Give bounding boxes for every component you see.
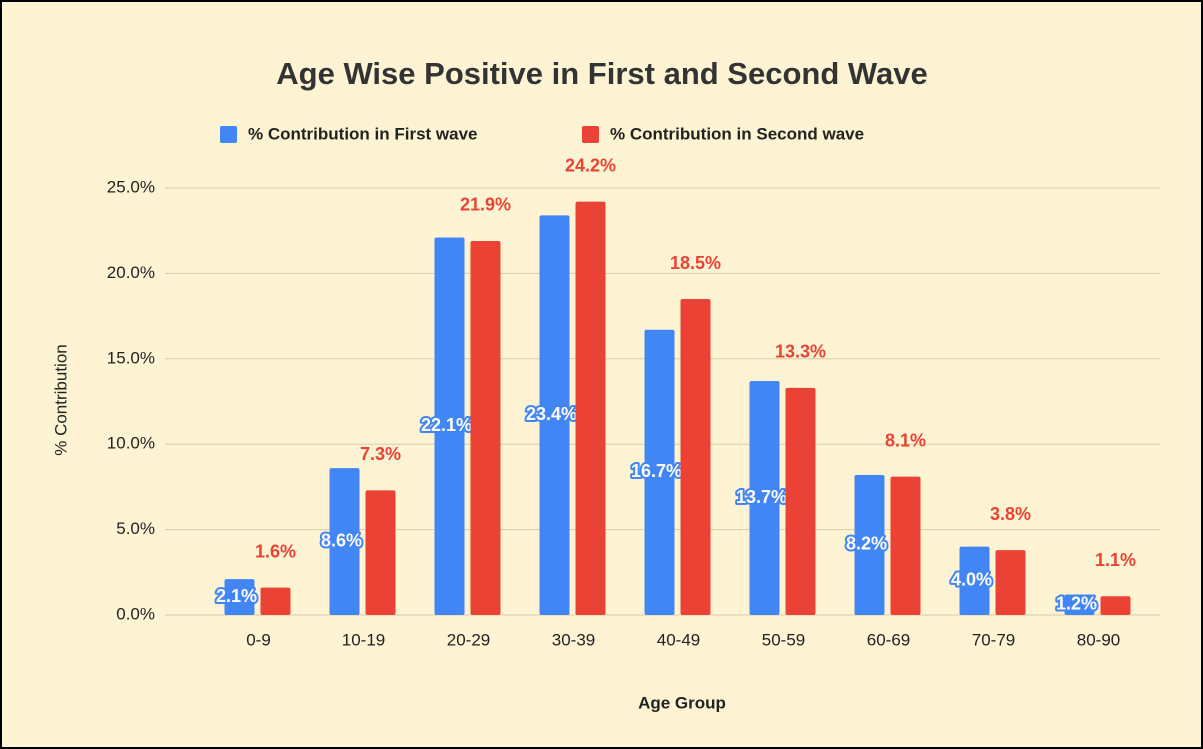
data-label: 8.6%	[321, 530, 362, 550]
bar	[854, 474, 885, 615]
x-tick-label: 0-9	[246, 630, 271, 649]
data-label: 1.6%	[255, 541, 296, 561]
bar	[1100, 596, 1131, 615]
data-label: 21.9%	[460, 195, 511, 215]
bar	[470, 240, 501, 615]
bar	[680, 299, 711, 615]
y-tick-label: 10.0%	[107, 434, 155, 453]
data-label: 8.1%	[885, 430, 926, 450]
x-tick-label: 70-79	[972, 630, 1015, 649]
bar	[749, 381, 780, 615]
bar	[644, 329, 675, 615]
legend-label: % Contribution in Second wave	[610, 124, 864, 143]
legend-swatch	[582, 126, 599, 143]
data-label: 22.1%	[421, 415, 472, 435]
bar	[539, 215, 570, 615]
legend-label: % Contribution in First wave	[248, 124, 478, 143]
data-label: 8.2%	[846, 534, 887, 554]
bar	[1064, 594, 1095, 615]
bar	[365, 490, 396, 615]
data-label: 2.1%	[216, 586, 257, 606]
x-tick-label: 60-69	[867, 630, 910, 649]
data-label: 18.5%	[670, 253, 721, 273]
data-label: 7.3%	[360, 444, 401, 464]
x-tick-label: 20-29	[447, 630, 490, 649]
data-label: 1.2%	[1056, 594, 1097, 614]
bar	[260, 587, 291, 615]
data-label: 16.7%	[631, 461, 682, 481]
bar	[575, 201, 606, 615]
y-tick-label: 5.0%	[116, 519, 155, 538]
data-label: 4.0%	[951, 570, 992, 590]
x-tick-label: 50-59	[762, 630, 805, 649]
bar	[995, 550, 1026, 615]
bar	[224, 579, 255, 615]
bar	[329, 468, 360, 615]
x-tick-label: 10-19	[342, 630, 385, 649]
data-label: 13.7%	[736, 487, 787, 507]
x-axis-title: Age Group	[638, 693, 726, 712]
bar	[890, 476, 921, 615]
y-tick-label: 15.0%	[107, 348, 155, 367]
data-label: 24.2%	[565, 155, 616, 175]
data-label: 1.1%	[1095, 550, 1136, 570]
legend-swatch	[220, 126, 237, 143]
chart-title: Age Wise Positive in First and Second Wa…	[276, 56, 927, 91]
y-axis-title: % Contribution	[51, 344, 70, 456]
bar	[959, 546, 990, 615]
x-tick-label: 30-39	[552, 630, 595, 649]
x-tick-label: 40-49	[657, 630, 700, 649]
data-label: 23.4%	[526, 404, 577, 424]
y-tick-label: 20.0%	[107, 263, 155, 282]
bar	[434, 237, 465, 616]
bar	[785, 387, 816, 615]
y-tick-label: 25.0%	[107, 177, 155, 196]
y-tick-label: 0.0%	[116, 604, 155, 623]
data-label: 3.8%	[990, 504, 1031, 524]
data-label: 13.3%	[775, 342, 826, 362]
x-tick-label: 80-90	[1077, 630, 1120, 649]
